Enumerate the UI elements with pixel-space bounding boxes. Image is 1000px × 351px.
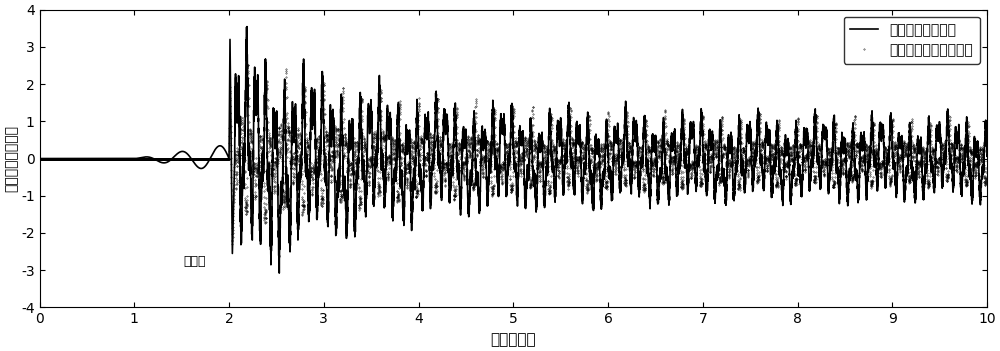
风机轴系转速偏差 (807, 152, 819, 156)
Line: 风机轴系转速偏差: 风机轴系转速偏差 (40, 27, 987, 273)
风机轴系转速偏差 (34, 157, 46, 161)
风机轴系转速偏差 (981, 153, 993, 157)
火电机组轴系转速偏差 (242, 62, 254, 67)
Line: 火电机组轴系转速偏差: 火电机组轴系转速偏差 (39, 64, 987, 244)
Text: （秒）: （秒） (184, 254, 206, 267)
Legend: 风机轴系转速偏差, 火电机组轴系转速偏差: 风机轴系转速偏差, 火电机组轴系转速偏差 (844, 16, 980, 64)
火电机组轴系转速偏差 (34, 157, 46, 161)
火电机组轴系转速偏差 (219, 157, 231, 161)
风机轴系转速偏差 (911, 144, 923, 148)
火电机组轴系转速偏差 (687, 163, 699, 167)
风机轴系转速偏差 (273, 271, 285, 275)
风机轴系转速偏差 (143, 155, 155, 159)
Y-axis label: 轴系转速偏差（转: 轴系转速偏差（转 (4, 125, 18, 192)
火电机组轴系转速偏差 (936, 143, 948, 147)
火电机组轴系转速偏差 (587, 151, 599, 155)
风机轴系转速偏差 (241, 25, 253, 29)
风机轴系转速偏差 (712, 172, 724, 176)
火电机组轴系转速偏差 (131, 157, 143, 161)
X-axis label: 时间（秒）: 时间（秒） (490, 332, 536, 347)
风机轴系转速偏差 (531, 182, 543, 186)
火电机组轴系转速偏差 (675, 177, 687, 181)
风机轴系转速偏差 (543, 143, 555, 147)
火电机组轴系转速偏差 (226, 242, 238, 246)
火电机组轴系转速偏差 (981, 125, 993, 130)
